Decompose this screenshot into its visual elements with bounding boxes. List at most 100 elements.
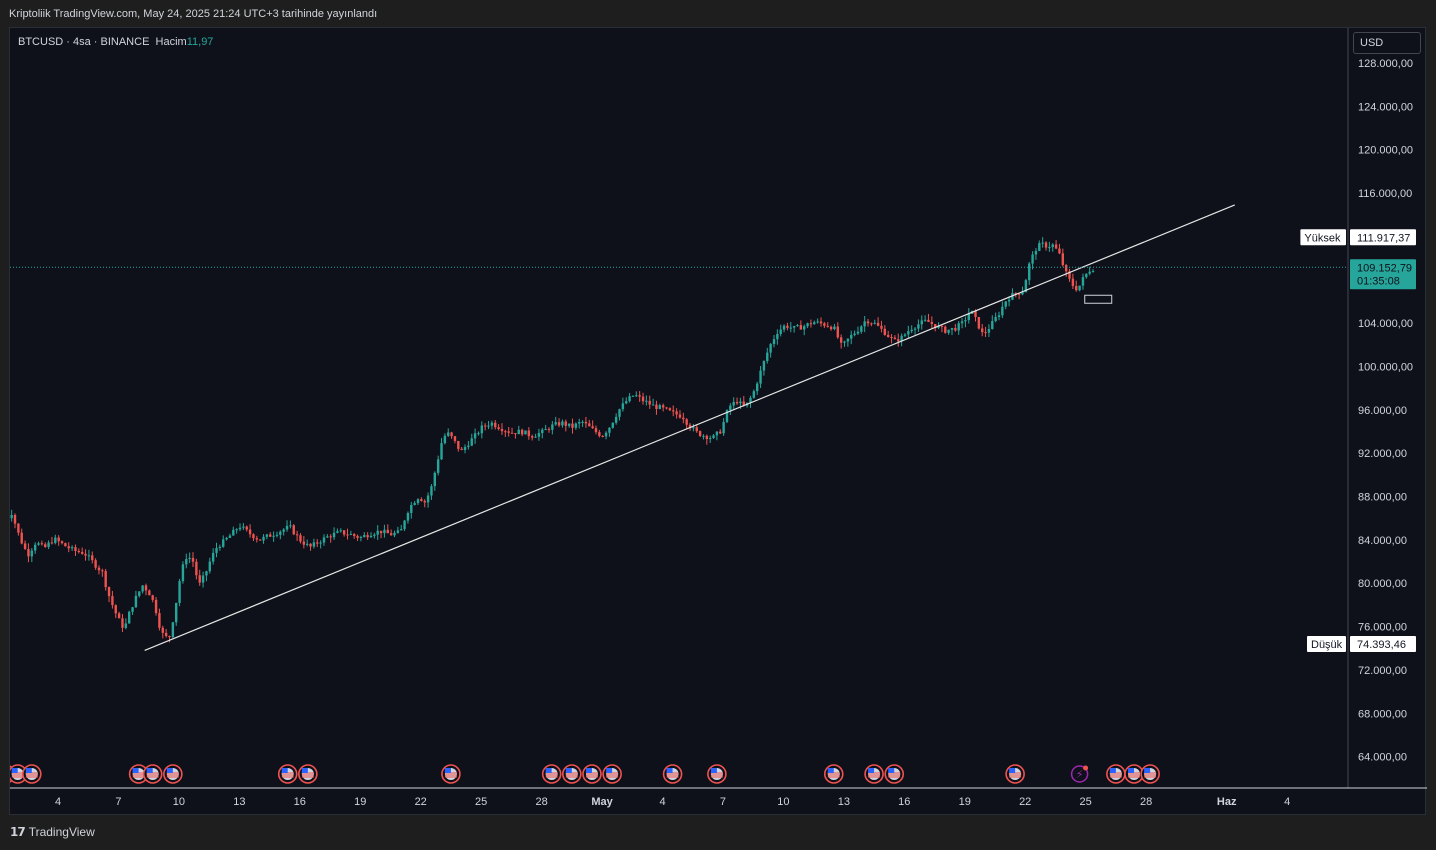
candle-body — [776, 333, 779, 340]
candle-body — [618, 409, 621, 417]
candle-body — [588, 423, 591, 427]
time-tick-label: 16 — [898, 796, 910, 808]
candle-body — [1024, 280, 1028, 293]
candle-body — [1028, 263, 1031, 281]
currency-button[interactable]: USD — [1353, 32, 1421, 54]
trendline-layer — [10, 204, 1348, 651]
candle-body — [920, 320, 923, 325]
candle-body — [833, 326, 836, 330]
candle-body — [463, 447, 467, 451]
candle-body — [514, 433, 517, 435]
candle-body — [349, 534, 353, 536]
candle-body — [258, 539, 262, 541]
candle-body — [1061, 253, 1065, 266]
candle-body — [336, 531, 339, 533]
footer-brand-label: TradingView — [28, 825, 95, 839]
candle-body — [124, 623, 128, 628]
candle-body — [826, 325, 829, 327]
time-tick-label: 13 — [233, 796, 245, 808]
candle-body — [507, 431, 510, 433]
candle-body — [470, 438, 473, 446]
candle-body — [591, 426, 594, 429]
candle-body — [104, 571, 107, 588]
price-tick-label: 80.000,00 — [1358, 578, 1407, 590]
candle-body — [715, 431, 719, 436]
time-tick-label: 28 — [535, 796, 547, 808]
chart-frame[interactable]: 128.000,00 124.000,00 120.000,00 116.000,00… — [9, 27, 1427, 816]
candle-body — [782, 325, 786, 330]
candle-body — [984, 332, 987, 334]
candle-body — [759, 370, 762, 384]
candle-body — [1064, 265, 1068, 272]
candle-body — [779, 329, 782, 334]
candle-body — [383, 529, 386, 534]
candle-body — [77, 550, 81, 552]
candle-body — [729, 405, 732, 411]
candle-body — [829, 326, 833, 330]
candle-body — [937, 325, 940, 328]
symbol-legend[interactable]: BTCUSD · 4sa · BINANCE Hacim11,97 — [18, 36, 213, 48]
candle-body — [863, 321, 866, 327]
candle-body — [947, 329, 950, 333]
symbol-info[interactable]: BTCUSD · 4sa · BINANCE — [18, 36, 150, 48]
candle-body — [279, 531, 282, 535]
candle-body — [635, 395, 638, 397]
candle-body — [601, 435, 604, 437]
candle-body — [494, 422, 497, 428]
candle-body — [1051, 244, 1054, 248]
price-tick-label: 104.000,00 — [1358, 318, 1413, 330]
candle-body — [749, 397, 752, 403]
candle-body — [1041, 242, 1044, 244]
candle-body — [614, 416, 618, 423]
tradingview-logo-icon: 𝟭𝟳 — [10, 825, 26, 839]
candle-body — [1071, 278, 1075, 287]
candle-body — [762, 361, 766, 371]
us-flag-event-icon — [22, 764, 42, 784]
candle-body — [732, 401, 735, 406]
trendline — [144, 204, 1235, 651]
candle-body — [766, 352, 769, 362]
us-flag-event-icon — [128, 764, 149, 784]
candle-body — [960, 321, 964, 324]
candle-body — [30, 550, 34, 557]
candle-body — [353, 534, 356, 536]
candle-body — [641, 396, 645, 402]
candle-body — [91, 555, 94, 561]
candle-body — [621, 403, 625, 410]
candle-body — [604, 432, 608, 437]
candle-body — [527, 430, 531, 437]
candle-body — [33, 544, 37, 551]
candle-body — [447, 432, 450, 436]
candle-body — [510, 432, 514, 434]
candle-body — [175, 602, 178, 623]
candle-body — [379, 530, 383, 534]
candle-body — [648, 400, 651, 405]
us-flag-event-icon — [884, 764, 905, 784]
candle-body — [245, 526, 248, 530]
candle-body — [282, 529, 285, 532]
us-flag-event-icon — [602, 764, 622, 784]
trendline-handle-box — [1084, 294, 1113, 304]
economic-events-row: ⚡ — [10, 764, 1160, 784]
time-tick-label: 22 — [1019, 796, 1031, 808]
candle-body — [386, 529, 389, 534]
candle-body — [816, 321, 819, 323]
candle-body — [839, 337, 843, 343]
footer-brand[interactable]: 𝟭𝟳 TradingView — [10, 825, 95, 839]
candle-body — [322, 537, 326, 543]
candle-body — [114, 605, 117, 614]
candle-body — [530, 436, 534, 438]
chart-canvas[interactable]: 128.000,00 124.000,00 120.000,00 116.000,00… — [10, 28, 1427, 816]
candle-body — [594, 428, 598, 433]
price-tick-label: 124.000,00 — [1358, 101, 1413, 113]
candle-body — [389, 533, 393, 536]
candle-body — [329, 536, 332, 538]
candle-body — [886, 334, 890, 337]
candle-body — [430, 486, 433, 496]
candle-body — [866, 321, 870, 324]
candle-body — [198, 575, 201, 583]
candle-body — [117, 613, 121, 619]
price-tick-label: 84.000,00 — [1358, 535, 1407, 547]
candle-body — [373, 534, 376, 536]
